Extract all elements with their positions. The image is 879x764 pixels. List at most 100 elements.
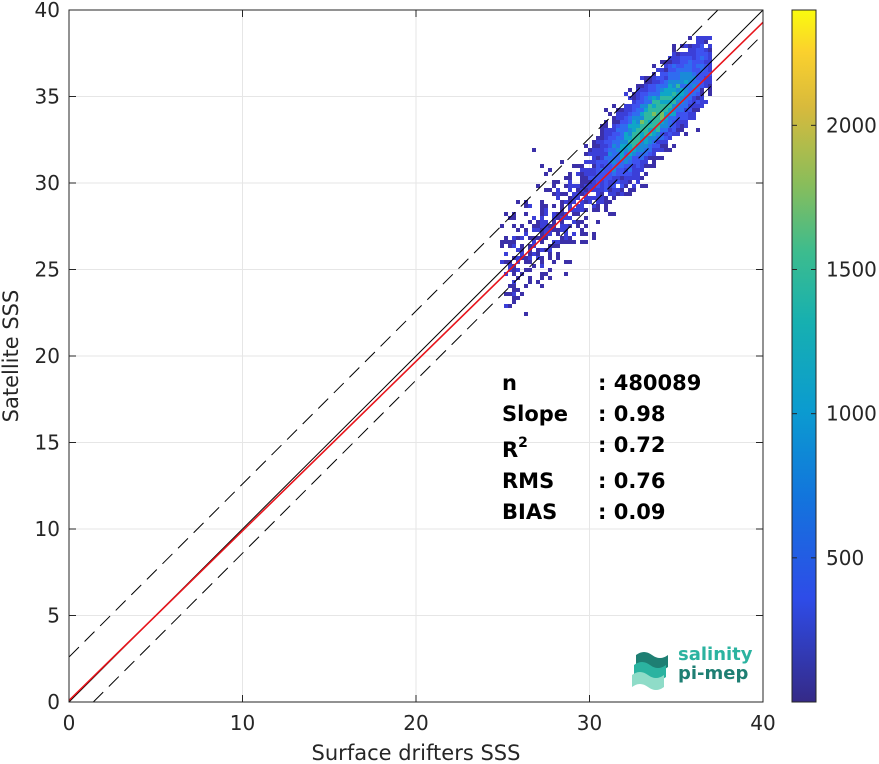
- density-cell: [700, 104, 704, 108]
- density-cell: [636, 112, 640, 116]
- density-cell: [524, 256, 528, 260]
- density-cell: [696, 60, 700, 64]
- density-cell: [592, 164, 596, 168]
- density-cell: [636, 164, 640, 168]
- density-cell: [600, 128, 604, 132]
- density-cell: [592, 236, 596, 240]
- density-cell: [684, 92, 688, 96]
- density-cell: [600, 164, 604, 168]
- density-cell: [564, 232, 568, 236]
- density-cell: [624, 136, 628, 140]
- density-cell: [596, 196, 600, 200]
- x-axis-label: Surface drifters SSS: [312, 741, 521, 764]
- density-cell: [628, 160, 632, 164]
- density-cell: [576, 224, 580, 228]
- density-cell: [656, 120, 660, 124]
- density-cell: [616, 160, 620, 164]
- density-cell: [652, 124, 656, 128]
- density-cell: [528, 220, 532, 224]
- density-cell: [680, 104, 684, 108]
- density-cell: [696, 128, 700, 132]
- density-cell: [600, 136, 604, 140]
- density-cell: [696, 100, 700, 104]
- density-cell: [700, 88, 704, 92]
- density-cell: [692, 44, 696, 48]
- density-cell: [628, 96, 632, 100]
- y-tick-label: 40: [35, 0, 60, 22]
- density-cell: [512, 216, 516, 220]
- density-cell: [580, 176, 584, 180]
- density-cell: [664, 96, 668, 100]
- density-cell: [580, 180, 584, 184]
- density-cell: [652, 76, 656, 80]
- density-cell: [536, 252, 540, 256]
- density-cell: [608, 112, 612, 116]
- density-cell: [700, 72, 704, 76]
- density-cell: [660, 96, 664, 100]
- density-cell: [600, 160, 604, 164]
- density-cell: [660, 72, 664, 76]
- density-cell: [616, 136, 620, 140]
- density-cell: [636, 180, 640, 184]
- y-tick-label: 5: [47, 604, 60, 628]
- density-cell: [644, 116, 648, 120]
- density-cell: [556, 216, 560, 220]
- density-cell: [592, 140, 596, 144]
- density-cell: [708, 84, 712, 88]
- density-cell: [516, 200, 520, 204]
- density-cell: [536, 184, 540, 188]
- y-tick-label: 20: [35, 344, 60, 368]
- colorbar-tick-label: 2000: [826, 113, 877, 137]
- density-cell: [684, 124, 688, 128]
- density-cell: [524, 232, 528, 236]
- density-cell: [620, 156, 624, 160]
- density-cell: [604, 196, 608, 200]
- density-cell: [612, 212, 616, 216]
- density-cell: [628, 192, 632, 196]
- logo-wave-icon: [632, 652, 668, 690]
- density-cell: [520, 244, 524, 248]
- density-cell: [524, 260, 528, 264]
- density-cell: [516, 248, 520, 252]
- density-cell: [652, 88, 656, 92]
- density-cell: [688, 76, 692, 80]
- density-cell: [512, 236, 516, 240]
- density-cell: [540, 204, 544, 208]
- density-cell: [604, 132, 608, 136]
- density-cell: [528, 260, 532, 264]
- density-cell: [688, 88, 692, 92]
- density-cell: [700, 48, 704, 52]
- density-cell: [528, 280, 532, 284]
- density-cell: [612, 144, 616, 148]
- density-cell: [640, 112, 644, 116]
- density-cell: [632, 104, 636, 108]
- density-cell: [592, 196, 596, 200]
- density-cell: [516, 256, 520, 260]
- density-cell: [656, 84, 660, 88]
- density-cell: [616, 168, 620, 172]
- density-cell: [540, 248, 544, 252]
- density-cell: [648, 148, 652, 152]
- density-cell: [632, 148, 636, 152]
- line-lower-bound: [92, 33, 763, 702]
- density-cell: [672, 112, 676, 116]
- density-cell: [632, 152, 636, 156]
- density-cell: [628, 120, 632, 124]
- density-cell: [700, 52, 704, 56]
- density-cell: [540, 260, 544, 264]
- density-cell: [660, 128, 664, 132]
- density-cell: [568, 196, 572, 200]
- density-cell: [532, 224, 536, 228]
- density-cell: [540, 256, 544, 260]
- density-cell: [548, 268, 552, 272]
- density-cell: [684, 52, 688, 56]
- density-cell: [604, 172, 608, 176]
- density-cell: [528, 276, 532, 280]
- density-cell: [544, 228, 548, 232]
- line-fit: [69, 21, 763, 702]
- density-cell: [684, 56, 688, 60]
- density-cell: [556, 188, 560, 192]
- density-cell: [700, 36, 704, 40]
- density-cell: [680, 64, 684, 68]
- density-cell: [672, 132, 676, 136]
